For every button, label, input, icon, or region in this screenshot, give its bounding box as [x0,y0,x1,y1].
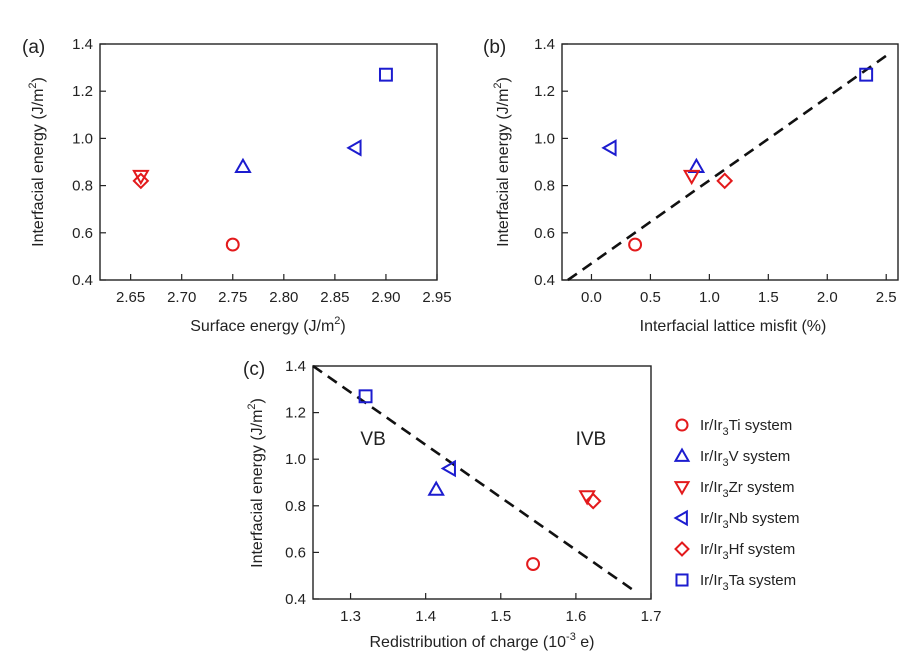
legend-marker-ti [675,418,689,432]
y-tick-label-c: 0.4 [285,591,306,608]
x-axis-label-c: Redistribution of charge (10-3 e) [369,631,594,651]
point-c-nb [440,459,456,478]
point-a-ti [225,237,240,252]
x-tick-label-b: 2.0 [817,289,838,306]
y-ticks-c: 0.4 0.6 0.8 1.0 1.2 1.4 [285,358,319,608]
y-ticks-a: 0.4 0.6 0.8 1.0 1.2 1.4 [72,36,106,289]
x-ticks-b: 0.0 0.5 1.0 1.5 2.0 2.5 [581,274,897,306]
point-a-nb [346,139,362,157]
x-tick-label-c: 1.5 [490,608,511,625]
point-b-ti [628,237,643,252]
x-tick-label-b: 0.5 [640,289,661,306]
point-a-ta [378,67,393,82]
point-b-zr [682,169,701,186]
x-tick-label-c: 1.3 [340,608,361,625]
data-points-c [358,389,602,571]
legend-label-hf: Ir/Ir3Hf system [700,541,795,562]
y-tick-label-c: 1.0 [285,451,306,468]
point-b-ta [859,67,874,82]
y-tick-label-c: 0.6 [285,544,306,561]
y-tick-label-b: 0.8 [534,178,555,195]
point-b-v [687,157,706,173]
x-tick-label-a: 2.80 [269,289,298,306]
y-axis-label-b: Interfacial energy (J/m2) [492,77,512,247]
y-ticks-b: 0.4 0.6 0.8 1.0 1.2 1.4 [534,36,568,289]
x-tick-label-b: 1.0 [699,289,720,306]
x-ticks-a: 2.65 2.70 2.75 2.80 2.85 2.90 2.95 [116,274,452,306]
x-tick-label-c: 1.4 [415,608,436,625]
plot-frame-c [312,365,652,600]
legend-marker-zr [673,481,691,496]
point-b-nb [601,139,617,157]
legend-label-nb: Ir/Ir3Nb system [700,510,799,531]
panel-label-a: (a) [22,37,45,58]
x-tick-label-b: 2.5 [876,289,897,306]
x-ticks-c: 1.3 1.4 1.5 1.6 1.7 [340,593,661,625]
legend-label-zr: Ir/Ir3Zr system [700,479,794,500]
point-c-ti [526,557,541,571]
annotations-c: VB IVB [360,429,606,450]
y-tick-label-c: 0.8 [285,498,306,515]
data-points-a [132,67,393,252]
x-tick-label-a: 2.65 [116,289,145,306]
fit-line-b-path [567,54,887,282]
panel-c: (c) 1.3 1.4 1.5 1.6 1.7 0.4 0.6 0.8 1.0 1.2 1.4 V… [243,358,661,651]
y-tick-label-a: 0.8 [72,178,93,195]
x-tick-label-a: 2.75 [218,289,247,306]
legend-marker-hf [674,541,690,557]
point-b-hf [716,172,734,190]
x-tick-label-a: 2.90 [371,289,400,306]
panel-label-b: (b) [483,37,506,58]
plot-frame-a [99,43,438,281]
data-points-b [601,67,874,252]
y-tick-label-a: 1.4 [72,36,93,53]
y-tick-label-a: 1.2 [72,83,93,100]
y-tick-label-c: 1.4 [285,358,306,375]
x-tick-label-b: 1.5 [758,289,779,306]
point-a-v [234,157,252,173]
legend-marker-v [673,447,691,462]
panel-label-c: (c) [243,359,265,380]
x-tick-label-a: 2.85 [320,289,349,306]
x-tick-label-c: 1.7 [641,608,662,625]
y-tick-label-a: 0.4 [72,272,93,289]
x-tick-label-c: 1.6 [565,608,586,625]
panel-b: (b) 0.0 0.5 1.0 1.5 2.0 2.5 0.4 0.6 0.8 1.0 1.2 1.… [483,36,899,335]
legend-label-ta: Ir/Ir3Ta system [700,572,796,593]
legend-label-ti: Ir/Ir3Ti system [700,417,792,438]
x-axis-label-a: Surface energy (J/m2) [190,315,346,335]
x-tick-label-a: 2.70 [167,289,196,306]
point-c-hf [584,492,602,510]
fit-line-c [312,364,637,594]
annotation-ivb: IVB [576,429,607,450]
plot-frame-b [561,43,899,281]
y-tick-label-b: 0.4 [534,272,555,289]
y-tick-label-b: 1.4 [534,36,555,53]
y-tick-label-c: 1.2 [285,405,306,422]
legend-marker-ta [675,573,689,587]
y-tick-label-b: 0.6 [534,225,555,242]
y-tick-label-a: 1.0 [72,130,93,147]
fit-line-c-path [312,364,637,594]
point-c-ta [358,389,373,404]
point-a-hf [132,172,150,190]
point-c-v [427,480,445,496]
legend-label-v: Ir/Ir3V system [700,448,790,469]
panel-a: (a) 2.65 2.70 2.75 2.80 2.85 2.90 2.95 0.40.60… [22,36,452,335]
fit-line-b [567,54,887,282]
x-tick-label-b: 0.0 [581,289,602,306]
annotation-vb: VB [360,429,385,450]
legend: Ir/Ir3Ti system Ir/Ir3V system Ir/Ir3Zr sy… [673,417,799,593]
y-axis-label-a: Interfacial energy (J/m2) [27,77,47,247]
y-tick-label-a: 0.6 [72,225,93,242]
y-tick-label-b: 1.2 [534,83,555,100]
x-axis-label-b: Interfacial lattice misfit (%) [640,318,827,335]
x-tick-label-a: 2.95 [422,289,451,306]
legend-marker-nb [673,509,688,527]
y-tick-label-b: 1.0 [534,130,555,147]
y-axis-label-c: Interfacial energy (J/m2) [246,398,266,568]
